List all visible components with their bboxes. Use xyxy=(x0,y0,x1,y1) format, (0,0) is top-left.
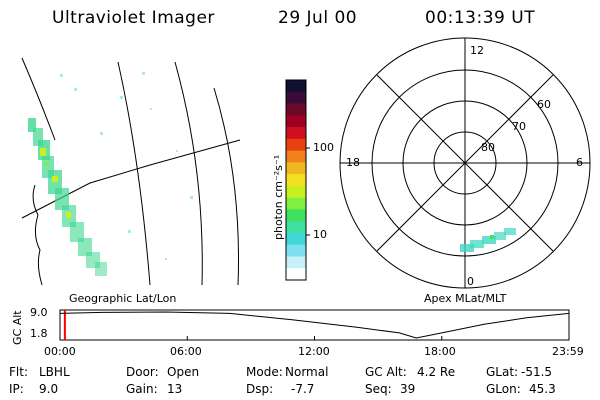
mlt-label-18: 18 xyxy=(346,156,360,169)
altitude-tick-1-8: 1.8 xyxy=(30,327,48,340)
ring-label-60: 60 xyxy=(537,98,551,111)
door-label: Door: xyxy=(126,365,159,379)
colorbar-segment xyxy=(286,232,306,246)
time-tick-1200: 12:00 xyxy=(298,345,330,358)
meridian-line xyxy=(117,61,151,286)
aurora-polar-emission xyxy=(460,228,516,252)
colorbar-segment xyxy=(286,162,306,175)
seq-label: Seq: xyxy=(365,382,392,396)
apex-label: Apex MLat/MLT xyxy=(424,292,507,305)
colorbar-segment xyxy=(286,150,306,163)
colorbar-tick-100: 100 xyxy=(313,141,334,154)
glat-label: GLat: xyxy=(486,365,519,379)
ip-value: 9.0 xyxy=(39,382,59,396)
meridian-line xyxy=(21,57,56,141)
colorbar-segment xyxy=(286,268,306,281)
coastline xyxy=(32,184,43,286)
colorbar-segment xyxy=(286,185,306,199)
colorbar-segment xyxy=(286,80,306,93)
colorbar-segment xyxy=(286,209,306,222)
mlt-label-6: 6 xyxy=(576,156,583,169)
dsp-label: Dsp: xyxy=(246,382,274,396)
colorbar-segment xyxy=(286,221,306,234)
gain-value: 13 xyxy=(167,382,183,396)
glat-value: -51.5 xyxy=(521,365,553,379)
orbit-altitude-curve xyxy=(59,311,570,339)
mlt-label-0: 0 xyxy=(467,275,474,288)
meridian-line xyxy=(213,87,239,286)
colorbar-tick-10: 10 xyxy=(313,228,327,241)
time-tick-0600: 06:00 xyxy=(170,345,202,358)
time-tick-0000: 00:00 xyxy=(44,345,76,358)
meridian-line xyxy=(174,61,203,286)
colorbar-segment xyxy=(286,197,306,210)
time-text: 00:13:39 UT xyxy=(425,8,536,28)
aurora-map-emission xyxy=(28,118,107,276)
colorbar-segment xyxy=(286,127,306,140)
app-title: Ultraviolet Imager xyxy=(52,8,215,28)
mode-value: Normal xyxy=(285,365,329,379)
dsp-value: -7.7 xyxy=(291,382,315,396)
colorbar-segment xyxy=(286,174,306,187)
altitude-axis-label: GC Alt xyxy=(11,310,24,345)
colorbar-segment xyxy=(286,103,306,116)
mlt-label-12: 12 xyxy=(470,44,484,57)
glon-label: GLon: xyxy=(486,382,521,396)
glon-value: 45.3 xyxy=(529,382,556,396)
gc-alt-label: GC Alt: xyxy=(365,365,407,379)
gain-label: Gain: xyxy=(126,382,158,396)
geographic-label: Geographic Lat/Lon xyxy=(69,292,177,305)
gc-alt-value: 4.2 Re xyxy=(417,365,456,379)
colorbar-segment xyxy=(286,115,306,128)
ip-label: IP: xyxy=(9,382,24,396)
colorbar-segment xyxy=(286,91,306,105)
time-tick-1800: 18:00 xyxy=(424,345,456,358)
filter-label: Flt: xyxy=(9,365,28,379)
colorbar-segment xyxy=(286,256,306,269)
seq-value: 39 xyxy=(400,382,416,396)
filter-value: LBHL xyxy=(39,365,70,379)
altitude-tick-9: 9.0 xyxy=(30,306,48,319)
ring-label-80: 80 xyxy=(481,141,495,154)
date-text: 29 Jul 00 xyxy=(278,8,358,28)
time-tick-2359: 23:59 xyxy=(552,345,584,358)
door-value: Open xyxy=(167,365,200,379)
mode-label: Mode: xyxy=(246,365,283,379)
ring-label-70: 70 xyxy=(512,120,526,133)
colorbar-segment xyxy=(286,138,306,152)
colorbar-segment xyxy=(286,244,306,257)
